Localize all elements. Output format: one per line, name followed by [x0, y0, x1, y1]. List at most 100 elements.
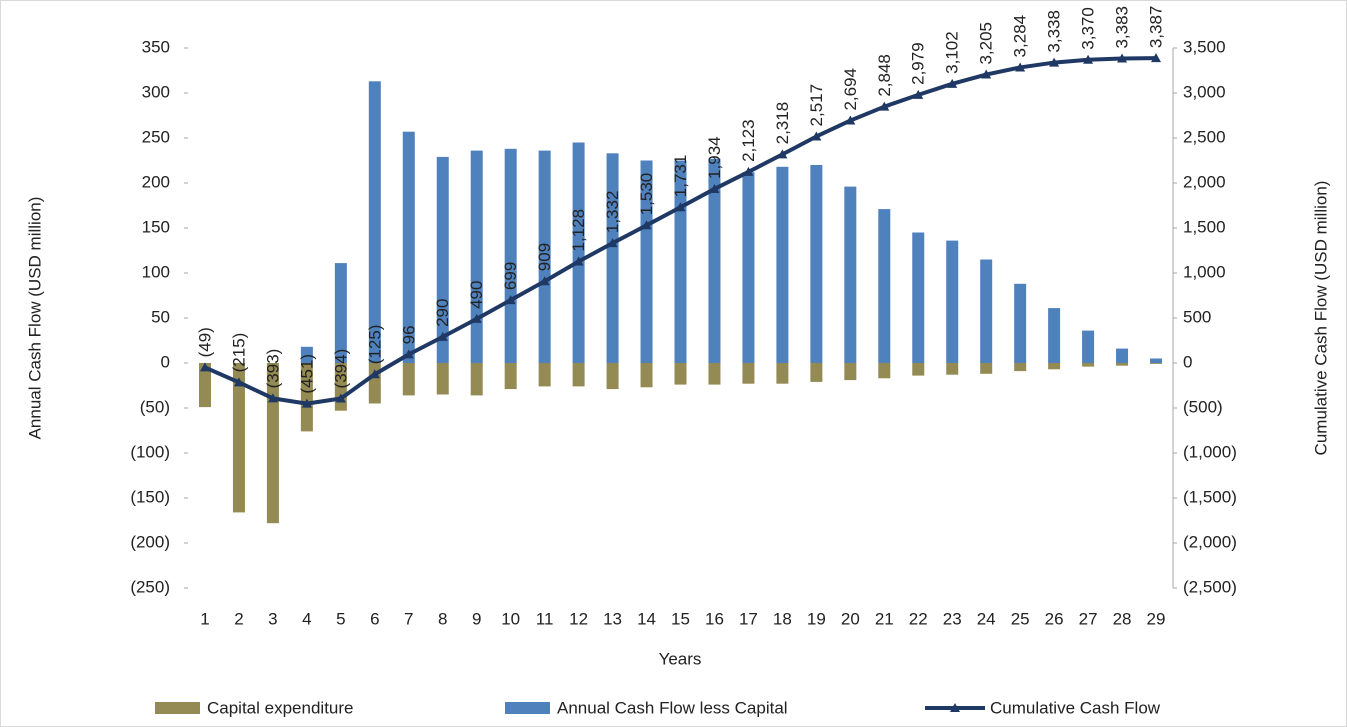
data-label: (49): [195, 327, 214, 357]
y-tick-label: 250: [142, 127, 170, 146]
y-tick-label: 200: [142, 172, 170, 191]
bar: [368, 363, 381, 404]
y-tick-label: 150: [142, 217, 170, 236]
bar: [606, 153, 619, 363]
x-tick-label: 28: [1113, 609, 1132, 628]
bar: [742, 363, 755, 384]
x-tick-label: 26: [1045, 609, 1064, 628]
bar: [1014, 363, 1027, 372]
y2-tick-label: 2,000: [1183, 172, 1226, 191]
y2-tick-label: 0: [1183, 352, 1192, 371]
bar: [640, 363, 653, 388]
line-marker: [1015, 62, 1026, 72]
x-tick-label: 3: [268, 609, 277, 628]
y2-tick-label: (500): [1183, 397, 1223, 416]
line-marker: [471, 313, 482, 323]
bar: [1082, 330, 1095, 363]
bar: [844, 186, 857, 363]
y-tick-label: (200): [130, 532, 170, 551]
y2-axis-title: Cumulative Cash Flow (USD million): [1311, 181, 1330, 456]
line-marker: [199, 362, 210, 372]
y2-tick-label: 1,000: [1183, 262, 1226, 281]
x-tick-label: 27: [1079, 609, 1098, 628]
line-marker: [607, 238, 618, 248]
line-marker: [1117, 53, 1128, 63]
bar: [1048, 363, 1061, 370]
bar: [1150, 363, 1163, 364]
x-tick-label: 17: [739, 609, 758, 628]
bar: [368, 81, 381, 364]
bar: [1014, 283, 1027, 363]
x-tick-label: 8: [438, 609, 447, 628]
line-marker: [811, 131, 822, 141]
x-tick-label: 18: [773, 609, 792, 628]
bar: [436, 363, 449, 395]
line-marker: [539, 276, 550, 286]
legend-label: Cumulative Cash Flow: [990, 698, 1161, 717]
line-marker: [1049, 57, 1060, 67]
bar: [538, 363, 551, 387]
bar: [878, 209, 891, 363]
x-tick-label: 11: [536, 609, 554, 628]
x-tick-label: 16: [705, 609, 724, 628]
x-tick-label: 23: [943, 609, 962, 628]
data-label: 909: [535, 243, 554, 271]
data-label: 3,205: [977, 22, 996, 65]
line-marker: [879, 101, 890, 111]
bar: [1082, 363, 1095, 367]
bar: [504, 148, 517, 363]
y-tick-label: (100): [130, 442, 170, 461]
y-tick-label: 0: [161, 352, 170, 371]
data-label: 3,284: [1011, 15, 1030, 58]
bar: [1048, 308, 1061, 363]
bar: [572, 142, 585, 363]
data-label: 2,848: [875, 54, 894, 97]
bar: [980, 259, 993, 363]
line-marker: [981, 69, 992, 79]
bar: [810, 363, 823, 382]
line-marker: [777, 149, 788, 159]
data-label: 3,383: [1113, 6, 1132, 49]
data-label: 3,387: [1147, 6, 1166, 49]
bar: [776, 166, 789, 363]
bar: [232, 363, 245, 513]
x-tick-label: 29: [1147, 609, 1166, 628]
y2-tick-label: 3,500: [1183, 37, 1226, 56]
x-tick-label: 19: [807, 609, 826, 628]
line-marker: [1083, 54, 1094, 64]
data-label: 2,979: [909, 42, 928, 85]
x-tick-label: 4: [302, 609, 311, 628]
y2-tick-label: (1,000): [1183, 442, 1237, 461]
y2-tick-label: (1,500): [1183, 487, 1237, 506]
y-tick-label: (250): [130, 577, 170, 596]
data-label: 290: [433, 299, 452, 327]
line-marker: [1151, 53, 1162, 63]
data-label: (125): [365, 325, 384, 365]
x-tick-label: 20: [841, 609, 860, 628]
bar: [538, 150, 551, 363]
bar: [1116, 363, 1129, 366]
bar: [572, 363, 585, 387]
bar: [844, 363, 857, 381]
x-tick-label: 25: [1011, 609, 1030, 628]
line-marker: [403, 349, 414, 359]
x-tick-label: 1: [200, 609, 209, 628]
line-marker: [913, 89, 924, 99]
data-label: 1,128: [569, 209, 588, 252]
x-tick-label: 5: [336, 609, 345, 628]
legend-marker: [950, 703, 960, 712]
x-tick-label: 21: [875, 609, 894, 628]
data-label: (393): [263, 349, 282, 389]
y-tick-label: 350: [142, 37, 170, 56]
line-marker: [709, 183, 720, 193]
data-label: 2,318: [773, 102, 792, 145]
bar: [912, 232, 925, 363]
bar: [742, 172, 755, 363]
line-marker: [947, 78, 958, 88]
bar: [300, 346, 313, 363]
bar: [980, 363, 993, 374]
bar: [1116, 348, 1129, 363]
data-label: 96: [399, 325, 418, 344]
x-tick-label: 12: [569, 609, 588, 628]
bar: [300, 363, 313, 432]
